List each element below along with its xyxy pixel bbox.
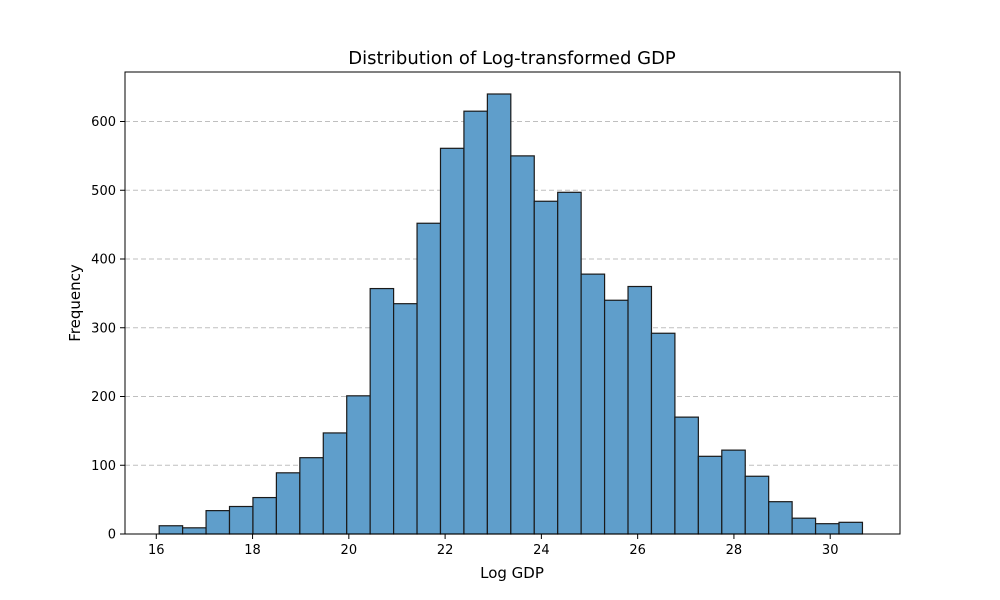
histogram-bar xyxy=(416,222,442,535)
histogram-bar xyxy=(510,155,535,535)
y-tick-label: 600 xyxy=(91,115,116,130)
histogram-bar xyxy=(603,299,629,535)
plot-frame xyxy=(124,71,901,535)
y-tick-label: 500 xyxy=(91,184,116,199)
histogram-bar xyxy=(533,200,559,535)
x-tick-label: 26 xyxy=(629,543,646,558)
histogram-bar xyxy=(791,517,817,535)
x-axis-ticks: 16 18 20 22 24 26 28 30 xyxy=(148,534,838,558)
y-axis-ticks: 0 100 200 300 400 500 600 xyxy=(91,115,125,543)
histogram-bar xyxy=(557,191,582,535)
y-tick-label: 300 xyxy=(91,321,116,336)
chart-title: Distribution of Log-transformed GDP xyxy=(348,48,676,69)
histogram-bar xyxy=(627,285,653,535)
histogram-bar xyxy=(838,521,864,535)
histogram-bar xyxy=(346,395,371,535)
histogram-bar xyxy=(275,472,301,535)
histogram-bar xyxy=(721,449,746,535)
histogram-bar xyxy=(158,525,184,535)
histogram-bar xyxy=(814,523,840,535)
histogram-bar xyxy=(463,110,488,535)
x-tick-label: 20 xyxy=(341,543,358,558)
histogram-bar xyxy=(393,303,418,535)
histogram-bar xyxy=(182,527,207,535)
x-tick-label: 22 xyxy=(437,543,454,558)
y-tick-label: 100 xyxy=(91,459,116,474)
x-axis-label: Log GDP xyxy=(480,564,544,582)
histogram-bar xyxy=(697,455,723,535)
x-tick-label: 16 xyxy=(148,543,165,558)
x-tick-label: 30 xyxy=(822,543,839,558)
histogram-bar xyxy=(252,496,277,535)
y-axis-label: Frequency xyxy=(66,264,84,342)
histogram-bar xyxy=(205,510,231,535)
y-tick-label: 200 xyxy=(91,390,116,405)
histogram-bar xyxy=(299,457,324,535)
histogram-bar xyxy=(674,416,699,535)
x-tick-label: 18 xyxy=(244,543,261,558)
histogram-bar xyxy=(228,505,254,535)
bars xyxy=(158,93,864,535)
histogram-bar xyxy=(369,287,395,535)
x-tick-label: 24 xyxy=(533,543,550,558)
histogram-bar xyxy=(580,273,606,535)
histogram-bar xyxy=(322,432,348,535)
y-tick-label: 400 xyxy=(91,253,116,268)
x-tick-label: 28 xyxy=(726,543,743,558)
y-tick-label: 0 xyxy=(108,528,116,543)
histogram-bar xyxy=(650,332,676,535)
histogram-bar xyxy=(439,147,465,535)
histogram-bar xyxy=(768,501,793,535)
histogram-bar xyxy=(744,475,770,535)
histogram-bar xyxy=(486,93,512,535)
